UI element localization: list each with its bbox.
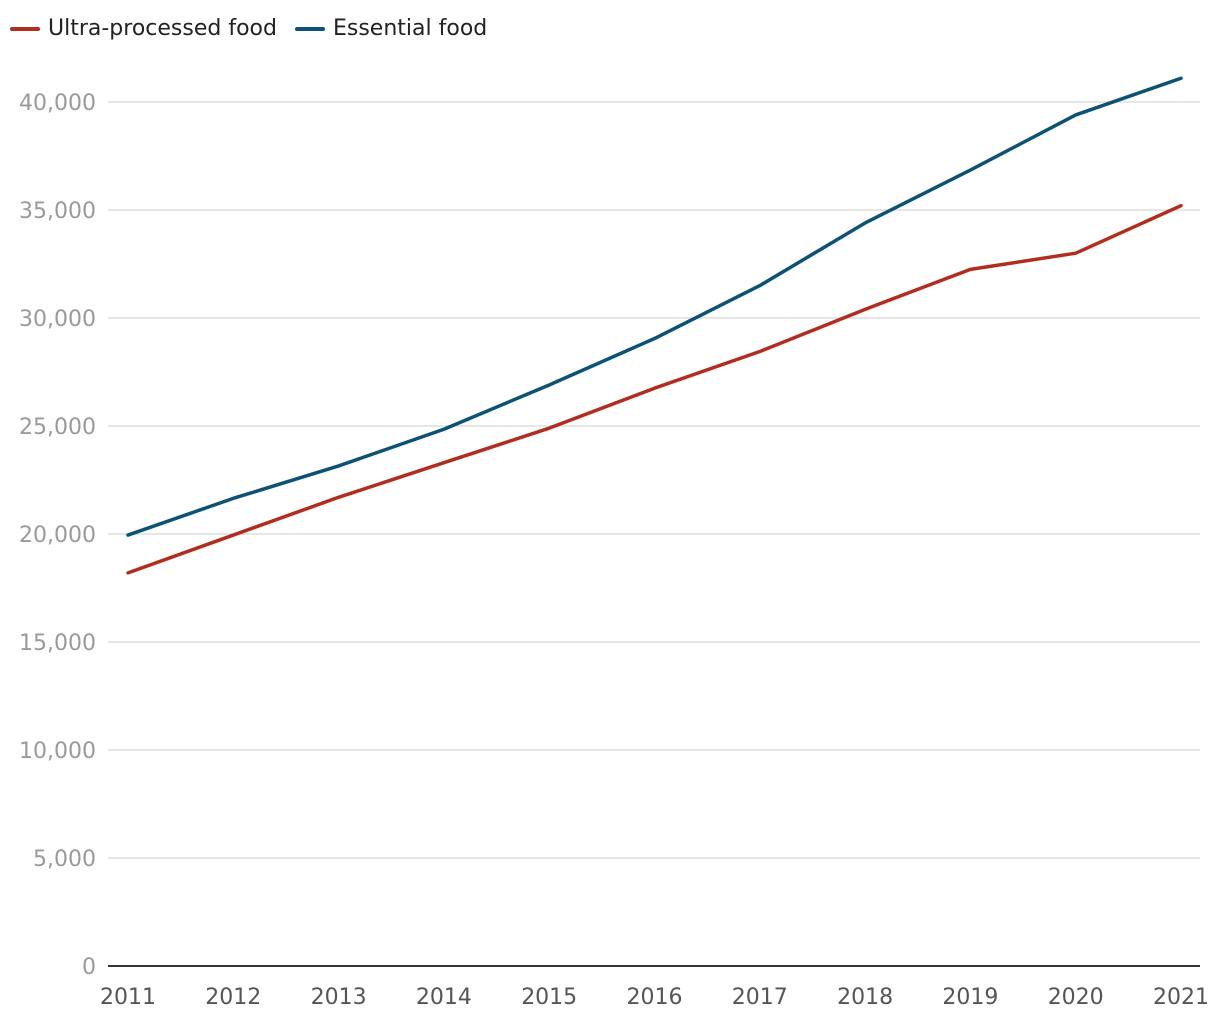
y-tick-label: 20,000: [19, 523, 96, 548]
x-tick-label: 2016: [627, 985, 683, 1010]
y-tick-label: 0: [82, 955, 96, 980]
y-tick-label: 10,000: [19, 739, 96, 764]
legend: Ultra-processed food Essential food: [10, 16, 487, 41]
series-line-essential: [126, 76, 1183, 537]
legend-item-essential: Essential food: [294, 16, 488, 41]
y-tick-label: 35,000: [19, 199, 96, 224]
x-tick-label: 2013: [311, 985, 367, 1010]
x-tick-label: 2011: [100, 985, 156, 1010]
y-tick-label: 5,000: [33, 847, 96, 872]
legend-swatch-essential: [294, 26, 325, 31]
x-tick-label: 2014: [416, 985, 472, 1010]
legend-label-essential: Essential food: [332, 16, 488, 41]
series-line-ultra-processed: [126, 203, 1183, 575]
y-tick-label: 40,000: [19, 91, 96, 116]
x-tick-label: 2019: [942, 985, 998, 1010]
x-tick-label: 2017: [732, 985, 788, 1010]
y-tick-label: 15,000: [19, 631, 96, 656]
x-tick-label: 2012: [205, 985, 261, 1010]
legend-swatch-ultra-processed: [10, 26, 40, 31]
legend-label-ultra-processed: Ultra-processed food: [48, 16, 277, 41]
y-tick-label: 25,000: [19, 415, 96, 440]
x-tick-label: 2020: [1048, 985, 1104, 1010]
x-tick-label: 2015: [521, 985, 577, 1010]
x-tick-label: 2021: [1153, 985, 1209, 1010]
x-tick-label: 2018: [837, 985, 893, 1010]
y-tick-label: 30,000: [19, 307, 96, 332]
legend-item-ultra-processed: Ultra-processed food: [10, 16, 277, 41]
